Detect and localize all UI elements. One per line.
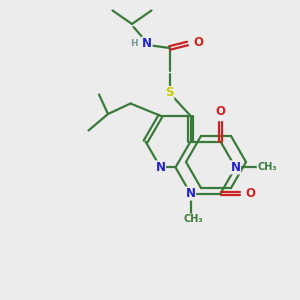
Text: CH₃: CH₃ xyxy=(183,214,203,224)
Text: S: S xyxy=(165,86,174,100)
Text: N: N xyxy=(185,187,196,200)
Text: H: H xyxy=(130,39,138,48)
Text: CH₃: CH₃ xyxy=(257,162,277,172)
Text: N: N xyxy=(230,161,241,174)
Text: O: O xyxy=(215,105,226,118)
Text: O: O xyxy=(245,187,256,200)
Text: N: N xyxy=(155,161,166,174)
Text: N: N xyxy=(142,37,152,50)
Text: O: O xyxy=(193,36,203,49)
